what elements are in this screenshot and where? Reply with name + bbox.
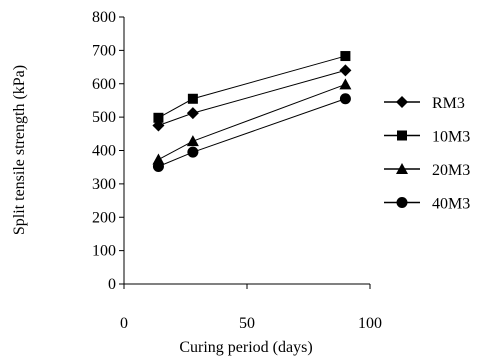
y-tick-label: 0 [108,276,116,293]
data-point-10m3 [340,51,351,62]
data-point-40m3 [339,93,351,105]
x-axis: 0 50 100 [120,283,382,332]
legend-item-10m3: 10M3 [384,129,470,146]
legend-marker-20m3 [396,163,408,174]
y-axis: 0 100 200 300 400 500 600 700 800 [92,9,125,293]
legend-label-rm3: RM3 [432,95,465,112]
data-point-20m3 [186,135,199,147]
legend-marker-rm3 [396,96,408,108]
legend-marker-40m3 [396,197,408,208]
series-rm3 [152,64,352,132]
y-tick-label: 600 [92,76,116,93]
y-tick-label: 400 [92,143,116,160]
series-line-20m3 [158,83,346,160]
x-axis-label: Curing period (days) [179,339,312,356]
data-point-20m3 [339,78,352,90]
series-line-rm3 [158,69,346,126]
x-tick-label: 50 [239,315,255,332]
x-tick-label: 0 [120,315,128,332]
data-point-rm3 [186,107,199,120]
series-layer [152,51,352,173]
series-line-40m3 [158,98,346,167]
y-tick-label: 800 [92,9,116,26]
legend-item-20m3: 20M3 [384,162,470,179]
y-tick-label: 700 [92,42,116,59]
series-20m3 [152,78,352,165]
data-point-10m3 [187,93,198,104]
series-40m3 [152,93,351,173]
legend-item-rm3: RM3 [384,95,465,112]
legend-label-10m3: 10M3 [432,129,470,146]
data-point-40m3 [152,161,164,173]
legend-marker-10m3 [397,130,407,141]
y-tick-label: 100 [92,243,116,260]
y-tick-label: 500 [92,109,116,126]
data-point-10m3 [153,112,164,123]
y-tick-label: 300 [92,176,116,193]
x-tick-label: 100 [358,315,382,332]
legend-item-40m3: 40M3 [384,196,470,213]
data-point-40m3 [187,146,199,158]
legend-label-40m3: 40M3 [432,196,470,213]
y-tick-label: 200 [92,209,116,226]
data-point-20m3 [152,153,165,165]
legend-label-20m3: 20M3 [432,162,470,179]
y-axis-label: Split tensile strength (kPa) [11,65,28,235]
legend: RM3 10M3 20M3 40M3 [384,95,470,213]
series-10m3 [153,51,351,123]
data-point-rm3 [339,64,352,77]
